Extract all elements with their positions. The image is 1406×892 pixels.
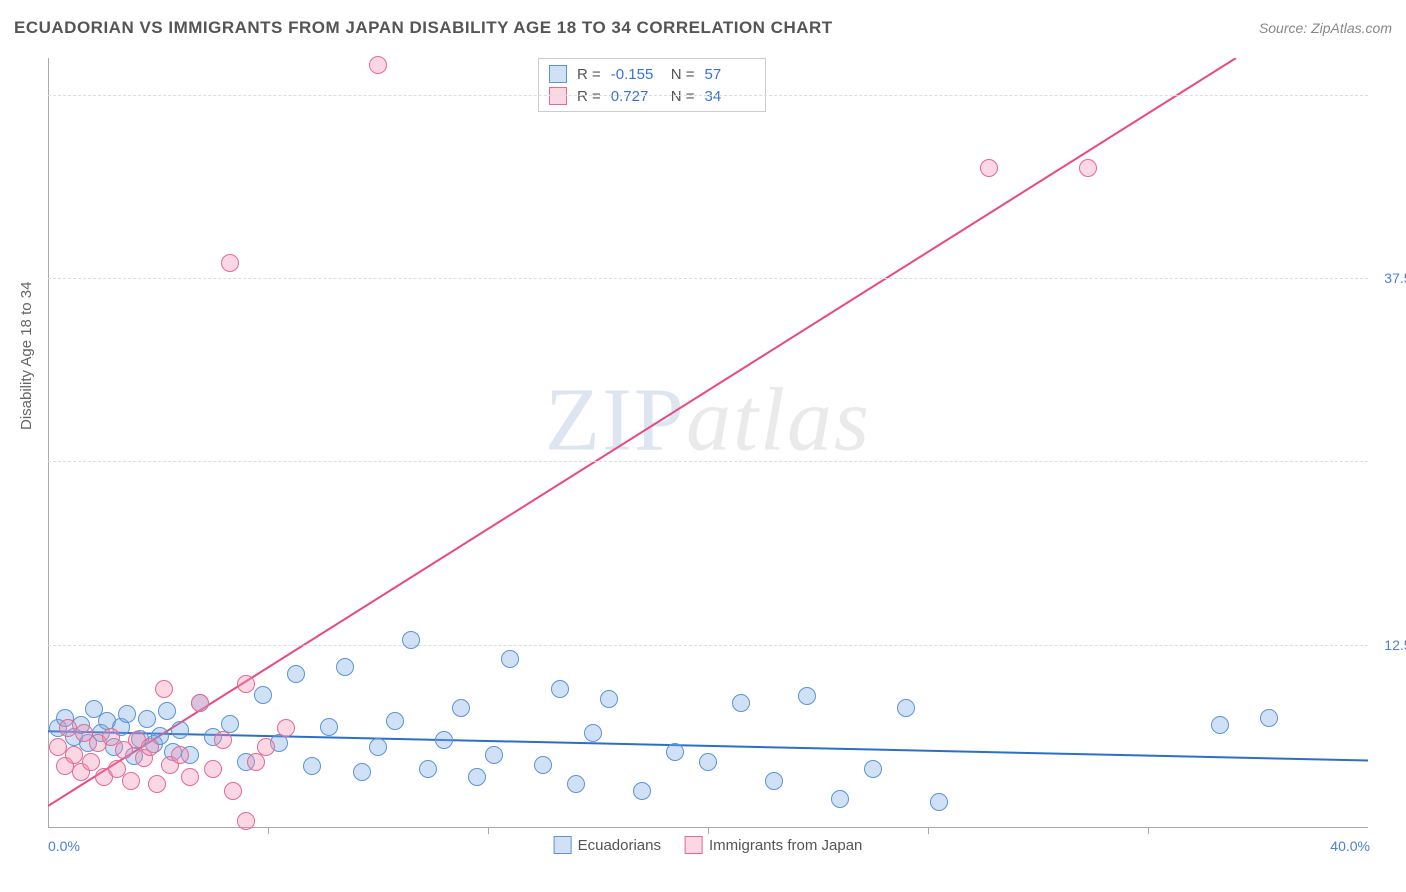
data-point — [138, 710, 156, 728]
data-point — [501, 650, 519, 668]
gridline-h — [48, 95, 1368, 96]
data-point — [320, 718, 338, 736]
data-point — [765, 772, 783, 790]
series-legend-label: Ecuadorians — [578, 837, 661, 854]
y-tick-label: 12.5% — [1374, 637, 1406, 653]
data-point — [369, 738, 387, 756]
data-point — [353, 763, 371, 781]
legend-swatch — [554, 836, 572, 854]
data-point — [277, 719, 295, 737]
data-point — [1211, 716, 1229, 734]
data-point — [221, 254, 239, 272]
y-tick-label: 37.5% — [1374, 270, 1406, 286]
data-point — [419, 760, 437, 778]
data-point — [732, 694, 750, 712]
data-point — [59, 719, 77, 737]
data-point — [798, 687, 816, 705]
stat-legend-row: R = -0.155 N = 57 — [549, 63, 755, 85]
data-point — [1079, 159, 1097, 177]
data-point — [303, 757, 321, 775]
data-point — [666, 743, 684, 761]
series-legend-item: Ecuadorians — [554, 836, 661, 854]
data-point — [336, 658, 354, 676]
data-point — [148, 775, 166, 793]
stat-r-value: 0.727 — [611, 88, 661, 105]
data-point — [534, 756, 552, 774]
data-point — [257, 738, 275, 756]
scatter-plot: ZIPatlas R =-0.155N =57R =0.727N =34 12.… — [48, 58, 1368, 828]
source-attribution: Source: ZipAtlas.com — [1259, 20, 1392, 36]
data-point — [897, 699, 915, 717]
data-point — [171, 746, 189, 764]
data-point — [584, 724, 602, 742]
x-tick-minor — [1148, 828, 1149, 834]
correlation-legend: R = -0.155 N = 57 R = 0.727 N = 34 — [538, 58, 766, 112]
x-tick-minor — [708, 828, 709, 834]
data-point — [65, 746, 83, 764]
data-point — [122, 772, 140, 790]
data-point — [49, 738, 67, 756]
y-axis-label: Disability Age 18 to 34 — [18, 282, 35, 430]
data-point — [831, 790, 849, 808]
x-tick-minor — [488, 828, 489, 834]
data-point — [468, 768, 486, 786]
data-point — [171, 721, 189, 739]
watermark: ZIPatlas — [545, 368, 871, 471]
data-point — [980, 159, 998, 177]
data-point — [237, 812, 255, 830]
data-point — [600, 690, 618, 708]
series-legend-item: Immigrants from Japan — [685, 836, 862, 854]
data-point — [435, 731, 453, 749]
data-point — [386, 712, 404, 730]
legend-swatch — [685, 836, 703, 854]
chart-title: ECUADORIAN VS IMMIGRANTS FROM JAPAN DISA… — [14, 18, 833, 38]
stat-r-label: R = — [577, 88, 601, 105]
stat-r-label: R = — [577, 66, 601, 83]
data-point — [118, 705, 136, 723]
x-tick-minor — [268, 828, 269, 834]
data-point — [224, 782, 242, 800]
data-point — [141, 738, 159, 756]
data-point — [1260, 709, 1278, 727]
gridline-h — [48, 278, 1368, 279]
stat-n-label: N = — [671, 88, 695, 105]
series-legend-label: Immigrants from Japan — [709, 837, 862, 854]
data-point — [287, 665, 305, 683]
data-point — [864, 760, 882, 778]
data-point — [452, 699, 470, 717]
data-point — [237, 675, 255, 693]
stat-r-value: -0.155 — [611, 66, 661, 83]
data-point — [633, 782, 651, 800]
data-point — [254, 686, 272, 704]
data-point — [551, 680, 569, 698]
data-point — [699, 753, 717, 771]
stat-n-value: 34 — [705, 88, 755, 105]
data-point — [369, 56, 387, 74]
data-point — [214, 731, 232, 749]
data-point — [930, 793, 948, 811]
data-point — [567, 775, 585, 793]
series-legend: Ecuadorians Immigrants from Japan — [554, 836, 863, 854]
data-point — [204, 760, 222, 778]
data-point — [191, 694, 209, 712]
data-point — [158, 702, 176, 720]
legend-swatch — [549, 65, 567, 83]
data-point — [181, 768, 199, 786]
x-tick-label: 0.0% — [48, 838, 80, 854]
gridline-h — [48, 645, 1368, 646]
data-point — [155, 680, 173, 698]
data-point — [402, 631, 420, 649]
x-tick-label: 40.0% — [1330, 838, 1370, 854]
data-point — [485, 746, 503, 764]
x-tick-minor — [928, 828, 929, 834]
trend-line — [48, 58, 1236, 806]
stat-n-value: 57 — [705, 66, 755, 83]
gridline-h — [48, 461, 1368, 462]
stat-legend-row: R = 0.727 N = 34 — [549, 85, 755, 107]
trend-lines — [48, 58, 1368, 828]
stat-n-label: N = — [671, 66, 695, 83]
y-axis-line — [48, 58, 49, 828]
data-point — [82, 753, 100, 771]
legend-swatch — [549, 87, 567, 105]
